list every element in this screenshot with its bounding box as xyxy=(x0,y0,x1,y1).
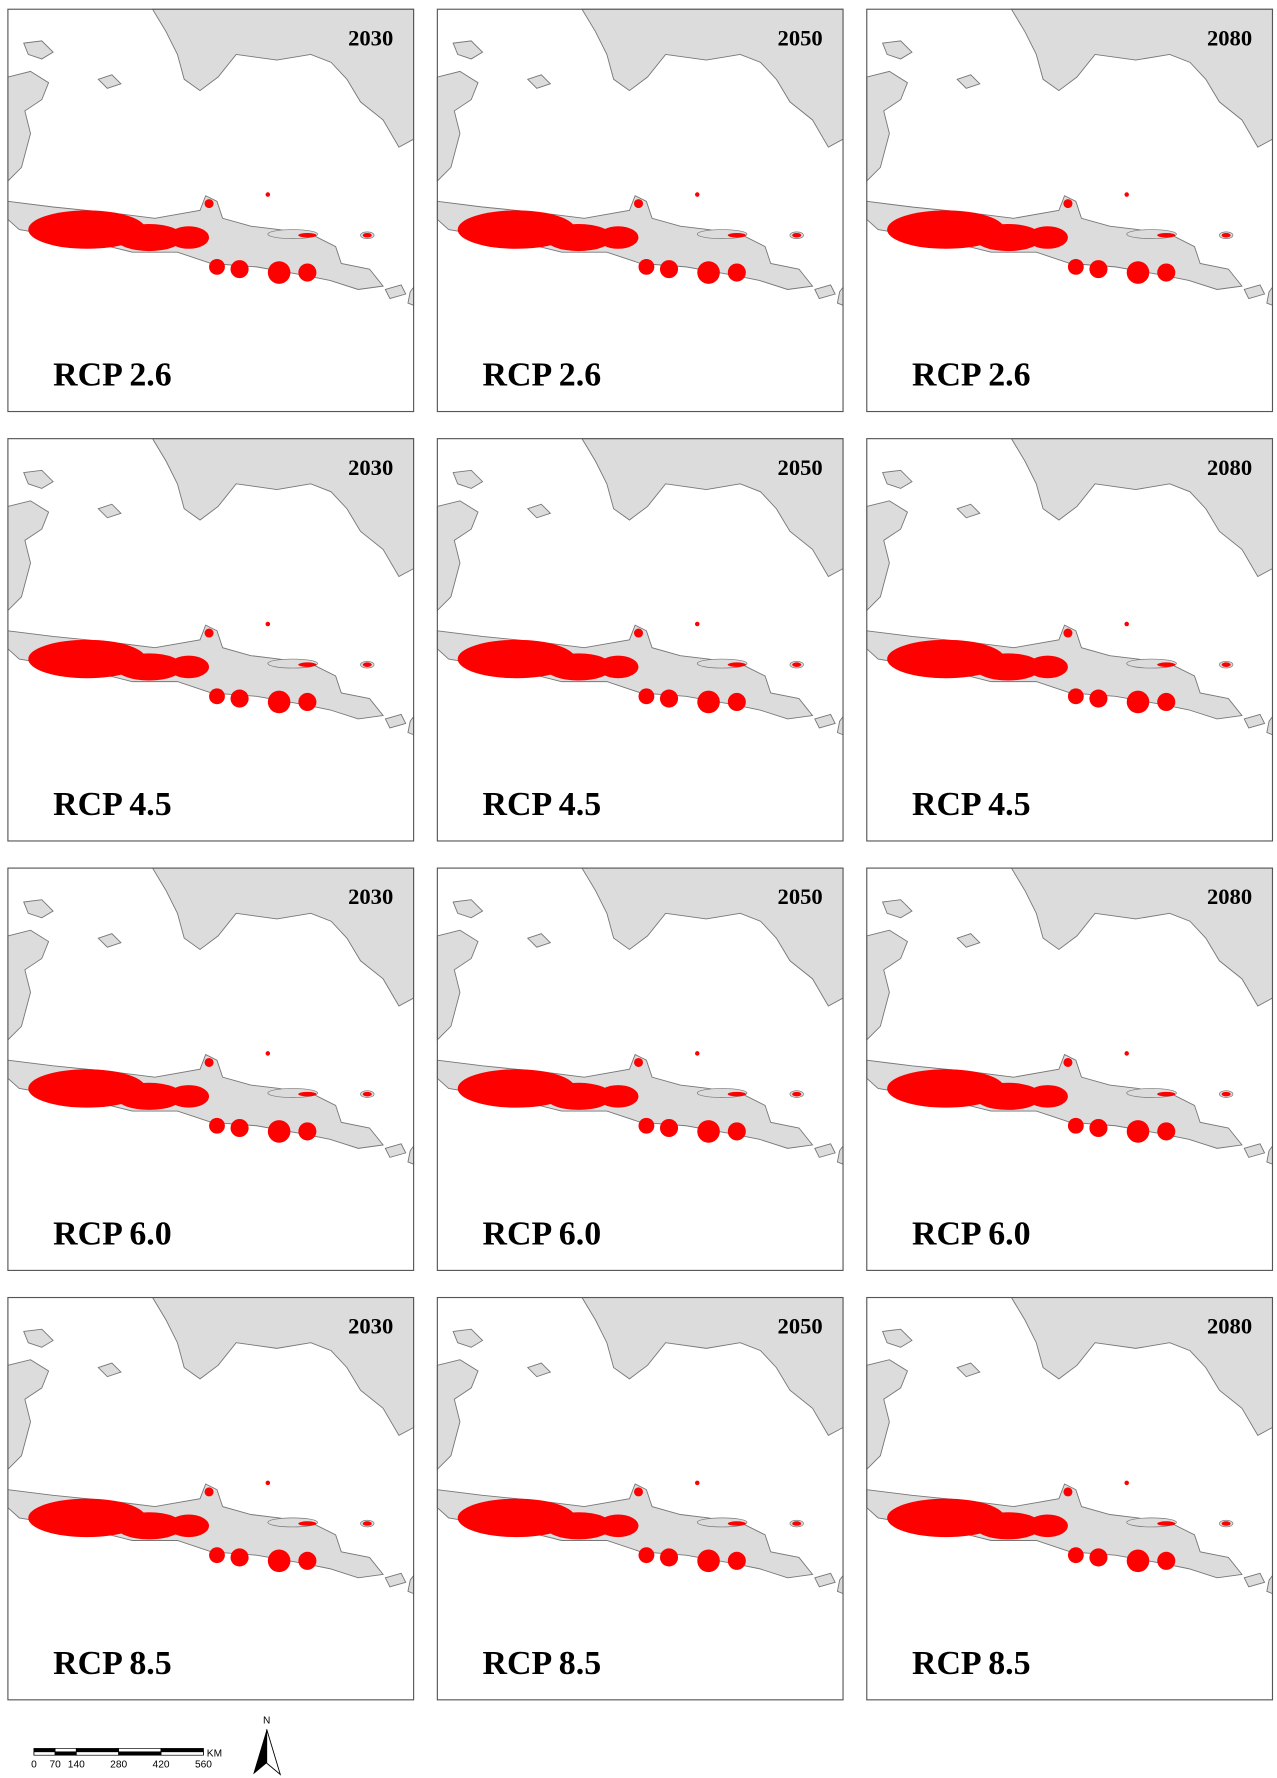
year-label: 2030 xyxy=(348,455,393,480)
map-panel: 2080 RCP 8.5 xyxy=(867,1298,1273,1700)
year-label: 2030 xyxy=(348,1314,393,1339)
year-label: 2080 xyxy=(1207,25,1252,50)
figure: 2030 RCP 2.6 2050 RCP 2.6 2080 RCP 2.6 2030 RCP… xyxy=(0,0,1277,1778)
year-label: 2080 xyxy=(1207,884,1252,909)
scale-segment xyxy=(55,1748,76,1751)
map-panel: 2050 RCP 4.5 xyxy=(437,439,843,841)
scale-unit: KM xyxy=(207,1748,222,1759)
scenario-label: RCP 4.5 xyxy=(483,786,602,823)
north-arrow xyxy=(253,1729,267,1774)
year-label: 2030 xyxy=(348,884,393,909)
year-label: 2050 xyxy=(778,455,823,480)
year-label: 2080 xyxy=(1207,1314,1252,1339)
scenario-label: RCP 6.0 xyxy=(53,1215,172,1252)
scale-segment xyxy=(34,1748,55,1751)
scale-segment xyxy=(161,1748,203,1751)
scenario-label: RCP 8.5 xyxy=(483,1645,602,1682)
scale-tick-label: 140 xyxy=(68,1760,85,1771)
scenario-label: RCP 6.0 xyxy=(912,1215,1031,1252)
scenario-label: RCP 4.5 xyxy=(912,786,1031,823)
scale-segment xyxy=(34,1752,55,1755)
north-arrow-outline xyxy=(267,1729,281,1774)
scenario-label: RCP 2.6 xyxy=(912,357,1031,394)
scenario-label: RCP 4.5 xyxy=(53,786,172,823)
map-panel: 2050 RCP 6.0 xyxy=(437,868,843,1270)
scale-segment xyxy=(55,1752,76,1755)
map-panel: 2080 RCP 2.6 xyxy=(867,9,1273,411)
page: 2030 RCP 2.6 2050 RCP 2.6 2080 RCP 2.6 2030 RCP… xyxy=(0,0,1277,1778)
scenario-label: RCP 2.6 xyxy=(53,357,172,394)
map-panel: 2030 RCP 8.5 xyxy=(8,1298,414,1700)
year-label: 2050 xyxy=(778,25,823,50)
map-panel: 2080 RCP 6.0 xyxy=(867,868,1273,1270)
year-label: 2050 xyxy=(778,884,823,909)
scale-tick-label: 420 xyxy=(153,1760,170,1771)
map-panel: 2080 RCP 4.5 xyxy=(867,439,1273,841)
year-label: 2030 xyxy=(348,25,393,50)
map-panel: 2030 RCP 6.0 xyxy=(8,868,414,1270)
map-panel: 2050 RCP 8.5 xyxy=(437,1298,843,1700)
scale-tick-label: 560 xyxy=(195,1760,212,1771)
scale-segment xyxy=(161,1752,203,1755)
scenario-label: RCP 8.5 xyxy=(53,1645,172,1682)
scale-segment xyxy=(76,1748,118,1751)
map-panel: 2030 RCP 4.5 xyxy=(8,439,414,841)
scenario-label: RCP 8.5 xyxy=(912,1645,1031,1682)
scenario-label: RCP 6.0 xyxy=(483,1215,602,1252)
scale-segment xyxy=(76,1752,118,1755)
scale-tick-label: 70 xyxy=(49,1760,61,1771)
scale-segment xyxy=(119,1752,161,1755)
north-label: N xyxy=(263,1716,270,1727)
scale-tick-label: 280 xyxy=(110,1760,127,1771)
scale-tick-label: 0 xyxy=(31,1760,37,1771)
map-panel: 2030 RCP 2.6 xyxy=(8,9,414,411)
year-label: 2080 xyxy=(1207,455,1252,480)
year-label: 2050 xyxy=(778,1314,823,1339)
scale-segment xyxy=(119,1748,161,1751)
map-panel: 2050 RCP 2.6 xyxy=(437,9,843,411)
scenario-label: RCP 2.6 xyxy=(483,357,602,394)
